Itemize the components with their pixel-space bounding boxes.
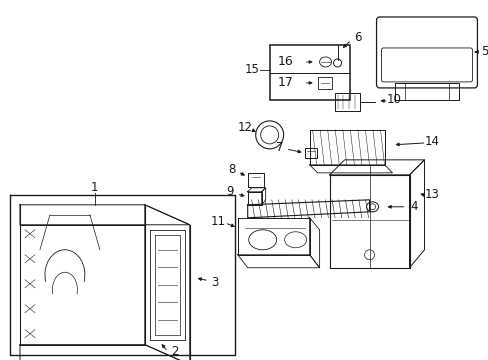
- Bar: [269, 45, 349, 100]
- Text: 15: 15: [244, 63, 259, 76]
- Text: 6: 6: [353, 31, 361, 45]
- Text: 8: 8: [227, 163, 235, 176]
- Bar: [317, 77, 331, 89]
- Bar: [304, 148, 316, 158]
- Text: 5: 5: [480, 45, 487, 58]
- Text: 1: 1: [91, 181, 99, 194]
- Text: 3: 3: [211, 276, 218, 289]
- Bar: [334, 93, 359, 111]
- Text: 11: 11: [210, 215, 225, 228]
- Bar: [247, 173, 263, 187]
- Text: 7: 7: [275, 141, 283, 154]
- Text: 13: 13: [424, 188, 439, 201]
- Text: 12: 12: [237, 121, 252, 134]
- Text: 17: 17: [277, 76, 293, 89]
- Text: 16: 16: [277, 55, 293, 68]
- Text: 10: 10: [386, 93, 401, 107]
- Text: 4: 4: [410, 200, 417, 213]
- Text: 9: 9: [225, 185, 233, 198]
- Text: 2: 2: [171, 345, 178, 358]
- Text: 14: 14: [424, 135, 439, 148]
